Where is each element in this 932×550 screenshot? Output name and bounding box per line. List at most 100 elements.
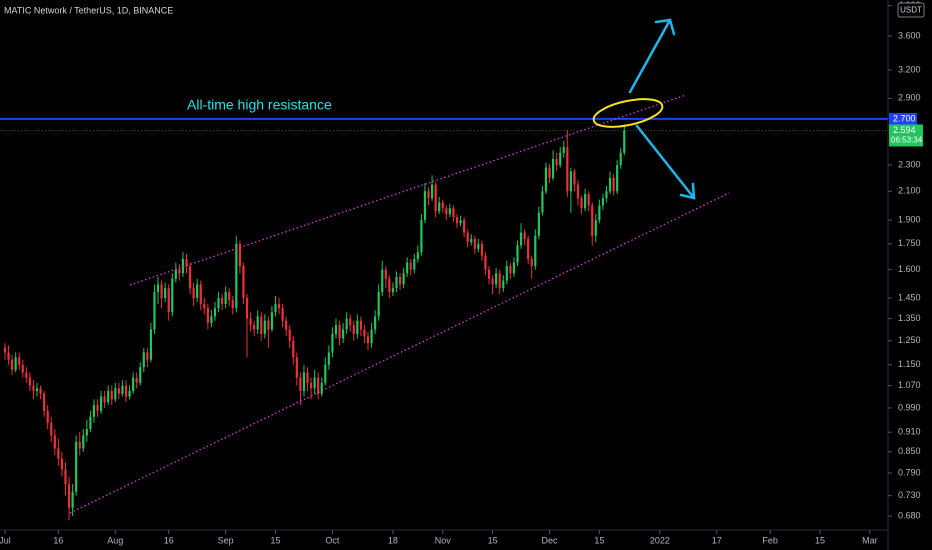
- y-tick-label: 0.910: [898, 427, 921, 437]
- candle-body: [566, 146, 569, 192]
- arrows: [628, 18, 696, 200]
- candle-body: [206, 308, 209, 323]
- candle-body: [164, 288, 167, 298]
- candle-body: [43, 393, 46, 411]
- candle-body: [245, 297, 249, 319]
- candle-body: [32, 385, 35, 391]
- candle-body: [477, 243, 480, 249]
- candle-body: [85, 429, 88, 436]
- candle-body: [238, 243, 241, 267]
- x-tick-label: 15: [815, 535, 825, 545]
- candle-body: [317, 377, 320, 394]
- y-tick-label: 3.600: [898, 30, 921, 40]
- resistance-price-label: 2.700: [893, 113, 916, 123]
- candle-body: [60, 458, 64, 470]
- candle-body: [199, 284, 202, 305]
- y-tick-label: 0.850: [898, 446, 921, 456]
- candle-body: [605, 191, 608, 199]
- candle-body: [334, 325, 338, 334]
- x-tick-label: Sep: [218, 535, 234, 545]
- candle-body: [601, 198, 605, 206]
- y-tick-label: 2.900: [898, 93, 921, 103]
- candle-body: [551, 158, 555, 178]
- candle-body: [576, 184, 580, 199]
- candle-body: [96, 405, 99, 411]
- candle-body: [423, 191, 427, 221]
- candle-body: [299, 377, 302, 391]
- candle-body: [178, 269, 181, 274]
- candle-body: [295, 357, 298, 378]
- y-tick-label: 2.300: [898, 159, 921, 169]
- candle-body: [306, 372, 309, 383]
- candle-body: [277, 304, 281, 309]
- currency-label: USDT: [900, 6, 922, 15]
- candle-body: [427, 191, 430, 199]
- candle-body: [192, 288, 195, 298]
- y-tick-label: 1.600: [898, 264, 921, 274]
- candle-body: [587, 194, 590, 206]
- candle-body: [466, 232, 469, 243]
- candle-body: [377, 292, 380, 317]
- candle-body: [249, 318, 252, 326]
- x-tick-label: Oct: [325, 535, 340, 545]
- arrow-up-head: [654, 18, 676, 36]
- x-tick-label: 18: [388, 535, 398, 545]
- candle-body: [217, 297, 220, 309]
- candle-body: [117, 388, 120, 394]
- candle-body: [363, 329, 366, 337]
- candle-body: [285, 320, 288, 330]
- x-tick-label: 16: [164, 535, 174, 545]
- candle-body: [341, 329, 345, 339]
- candle-body: [263, 320, 266, 334]
- candle-body: [99, 396, 103, 411]
- candle-body: [14, 357, 17, 370]
- y-tick-label: 1.350: [898, 313, 921, 323]
- candle-body: [92, 405, 96, 417]
- countdown-label: 06:53:34: [891, 136, 923, 145]
- candle-body: [498, 273, 501, 289]
- candle-body: [10, 359, 14, 370]
- candle-body: [612, 177, 615, 192]
- candle-body: [452, 208, 455, 218]
- annotation: All-time high resistance: [187, 97, 332, 113]
- x-tick-label: 16: [53, 535, 63, 545]
- candle-body: [224, 292, 227, 305]
- candle-body: [406, 262, 409, 274]
- chart-title: MATIC Network / TetherUS, 1D, BINANCE: [4, 5, 173, 15]
- candle-body: [598, 205, 601, 221]
- candle-body: [309, 382, 313, 389]
- candle-body: [409, 262, 412, 270]
- candle-body: [430, 184, 434, 199]
- candle-body: [416, 252, 419, 260]
- y-tick-label: 1.900: [898, 215, 921, 225]
- candle-body: [391, 288, 395, 293]
- candle-body: [420, 220, 423, 253]
- candle-body: [128, 390, 131, 397]
- candle-body: [356, 320, 359, 334]
- candle-body: [505, 266, 508, 281]
- x-tick-label: Jul: [0, 535, 11, 545]
- candle-body: [253, 325, 256, 330]
- candle-body: [352, 325, 355, 334]
- highlight-ellipse: [592, 98, 664, 128]
- candle-body: [487, 269, 491, 279]
- candle-body: [203, 304, 206, 309]
- candle-body: [594, 220, 597, 236]
- candle-body: [359, 320, 362, 330]
- candle-body: [28, 377, 31, 386]
- candle-body: [559, 152, 562, 166]
- candle-body: [210, 316, 213, 323]
- candle-body: [124, 385, 128, 397]
- candle-body: [324, 364, 327, 383]
- candle-body: [569, 171, 572, 192]
- candle-body: [53, 435, 56, 449]
- x-tick-label: Nov: [435, 535, 452, 545]
- arrow-down-head: [679, 182, 696, 200]
- candle-body: [139, 367, 142, 383]
- y-tick-label: 1.070: [898, 380, 921, 390]
- y-tick-label: 1.150: [898, 359, 921, 369]
- candle-body: [167, 288, 170, 313]
